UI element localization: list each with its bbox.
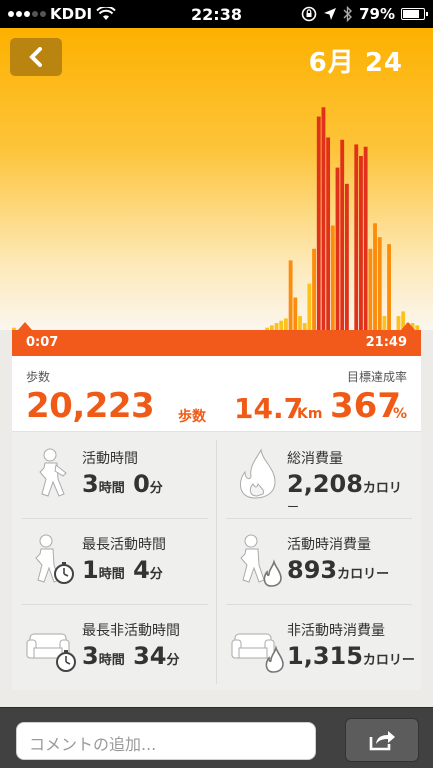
stats-grid: 活動時間 3時間 0分 最長活動時間 1時間 4分 — [12, 432, 421, 690]
activity-bar — [312, 248, 316, 330]
location-icon — [324, 8, 337, 20]
rotation-lock-icon — [301, 6, 317, 22]
activity-bar — [12, 327, 16, 330]
divider — [226, 518, 412, 519]
carrier: KDDI — [8, 5, 116, 23]
stat-title: 最長非活動時間 — [82, 623, 180, 639]
distance-value: 14.7 — [234, 392, 304, 425]
timeline-bar[interactable]: 0:07 21:49 — [12, 322, 421, 356]
activity-bar — [415, 325, 420, 330]
stat-unit-wrap: ー — [287, 500, 300, 514]
stat-value: 3時間 0分 — [82, 470, 163, 498]
sofa-stopwatch-icon — [26, 633, 76, 672]
stat-value: 1,315カロリー — [287, 642, 415, 670]
timeline-start: 0:07 — [26, 335, 59, 350]
back-button[interactable] — [10, 38, 62, 76]
stat-value: 1時間 4分 — [82, 556, 163, 584]
activity-bar — [326, 137, 331, 330]
activity-bar — [373, 223, 377, 330]
stat-value: 893カロリー — [287, 556, 390, 584]
steps-value: 20,223 — [26, 386, 155, 426]
flame-icon — [239, 448, 276, 499]
stat-title: 活動時間 — [82, 451, 138, 467]
activity-bar — [288, 260, 293, 330]
divider — [22, 604, 208, 605]
share-icon — [369, 731, 395, 751]
activity-bar — [377, 237, 382, 330]
stat-longest-active: 最長活動時間 1時間 4分 — [12, 518, 216, 602]
status-right: 79% — [301, 5, 428, 23]
divider — [216, 440, 217, 684]
stat-title: 最長活動時間 — [82, 537, 166, 553]
activity-bar — [344, 183, 349, 330]
activity-bar — [316, 116, 321, 330]
activity-bar — [340, 139, 345, 330]
goal-label: 目標達成率 — [346, 370, 407, 384]
battery-icon — [401, 8, 428, 20]
activity-bar — [354, 144, 359, 330]
timeline-end: 21:49 — [365, 335, 407, 350]
stat-value: 2,208カロリ — [287, 470, 402, 498]
activity-bar — [363, 146, 368, 330]
signal-icon — [8, 11, 46, 17]
start-handle-icon[interactable] — [18, 322, 32, 330]
activity-bar — [265, 327, 270, 330]
activity-bar — [307, 283, 312, 330]
activity-bar — [387, 244, 392, 330]
activity-bar — [396, 316, 401, 330]
activity-bar — [368, 248, 373, 330]
activity-bar — [321, 107, 326, 330]
walking-person-icon — [39, 448, 67, 497]
summary-row: 歩数 目標達成率 20,223 歩数 14.7 Km 367 % — [12, 356, 421, 432]
stat-title: 活動時消費量 — [287, 537, 371, 553]
goal-unit: % — [393, 406, 408, 422]
end-handle-icon[interactable] — [401, 322, 415, 330]
steps-label: 歩数 — [26, 370, 51, 384]
activity-header: 6月 24 — [0, 28, 433, 330]
activity-bar — [330, 225, 335, 330]
status-bar: KDDI 22:38 79% — [0, 0, 433, 28]
activity-bar — [269, 325, 274, 330]
steps-unit: 歩数 — [178, 409, 206, 425]
date-label: 6月 24 — [308, 48, 403, 78]
comment-input[interactable]: コメントの追加... — [16, 722, 316, 760]
goal-percent: 367 — [330, 386, 401, 426]
chevron-left-icon — [29, 47, 42, 67]
activity-bar — [382, 316, 387, 330]
activity-chart — [12, 107, 420, 330]
clock: 22:38 — [191, 5, 242, 24]
activity-bar — [359, 156, 363, 330]
stat-value: 3時間 34分 — [82, 642, 180, 670]
bluetooth-icon — [343, 6, 353, 22]
activity-bar — [279, 320, 284, 330]
activity-bar — [302, 323, 307, 330]
stat-longest-idle: 最長非活動時間 3時間 34分 — [12, 604, 216, 688]
activity-bar — [284, 318, 288, 330]
share-button[interactable] — [345, 718, 419, 762]
summary-card: 歩数 目標達成率 20,223 歩数 14.7 Km 367 % 活動時間 3時… — [12, 356, 421, 690]
walking-person-stopwatch-icon — [35, 534, 74, 584]
walking-person-flame-icon — [240, 534, 282, 587]
divider — [22, 518, 208, 519]
stat-active-burn: 活動時消費量 893カロリー — [217, 518, 421, 602]
battery-percent: 79% — [359, 5, 395, 23]
carrier-name: KDDI — [50, 5, 93, 23]
stat-title: 総消費量 — [287, 451, 343, 467]
bottom-bar: コメントの追加... — [0, 707, 433, 768]
activity-bar — [335, 167, 340, 330]
divider — [226, 604, 412, 605]
activity-bar — [293, 297, 298, 330]
stat-idle-burn: 非活動時消費量 1,315カロリー — [217, 604, 421, 688]
activity-bar — [274, 323, 279, 330]
sofa-flame-icon — [231, 633, 284, 673]
stat-total-burn: 総消費量 2,208カロリ ー — [217, 432, 421, 516]
distance-unit: Km — [297, 406, 323, 422]
activity-bar — [401, 311, 406, 330]
stat-active-time: 活動時間 3時間 0分 — [12, 432, 216, 516]
activity-bar — [298, 316, 302, 330]
stat-title: 非活動時消費量 — [287, 623, 385, 639]
wifi-icon — [96, 7, 116, 20]
